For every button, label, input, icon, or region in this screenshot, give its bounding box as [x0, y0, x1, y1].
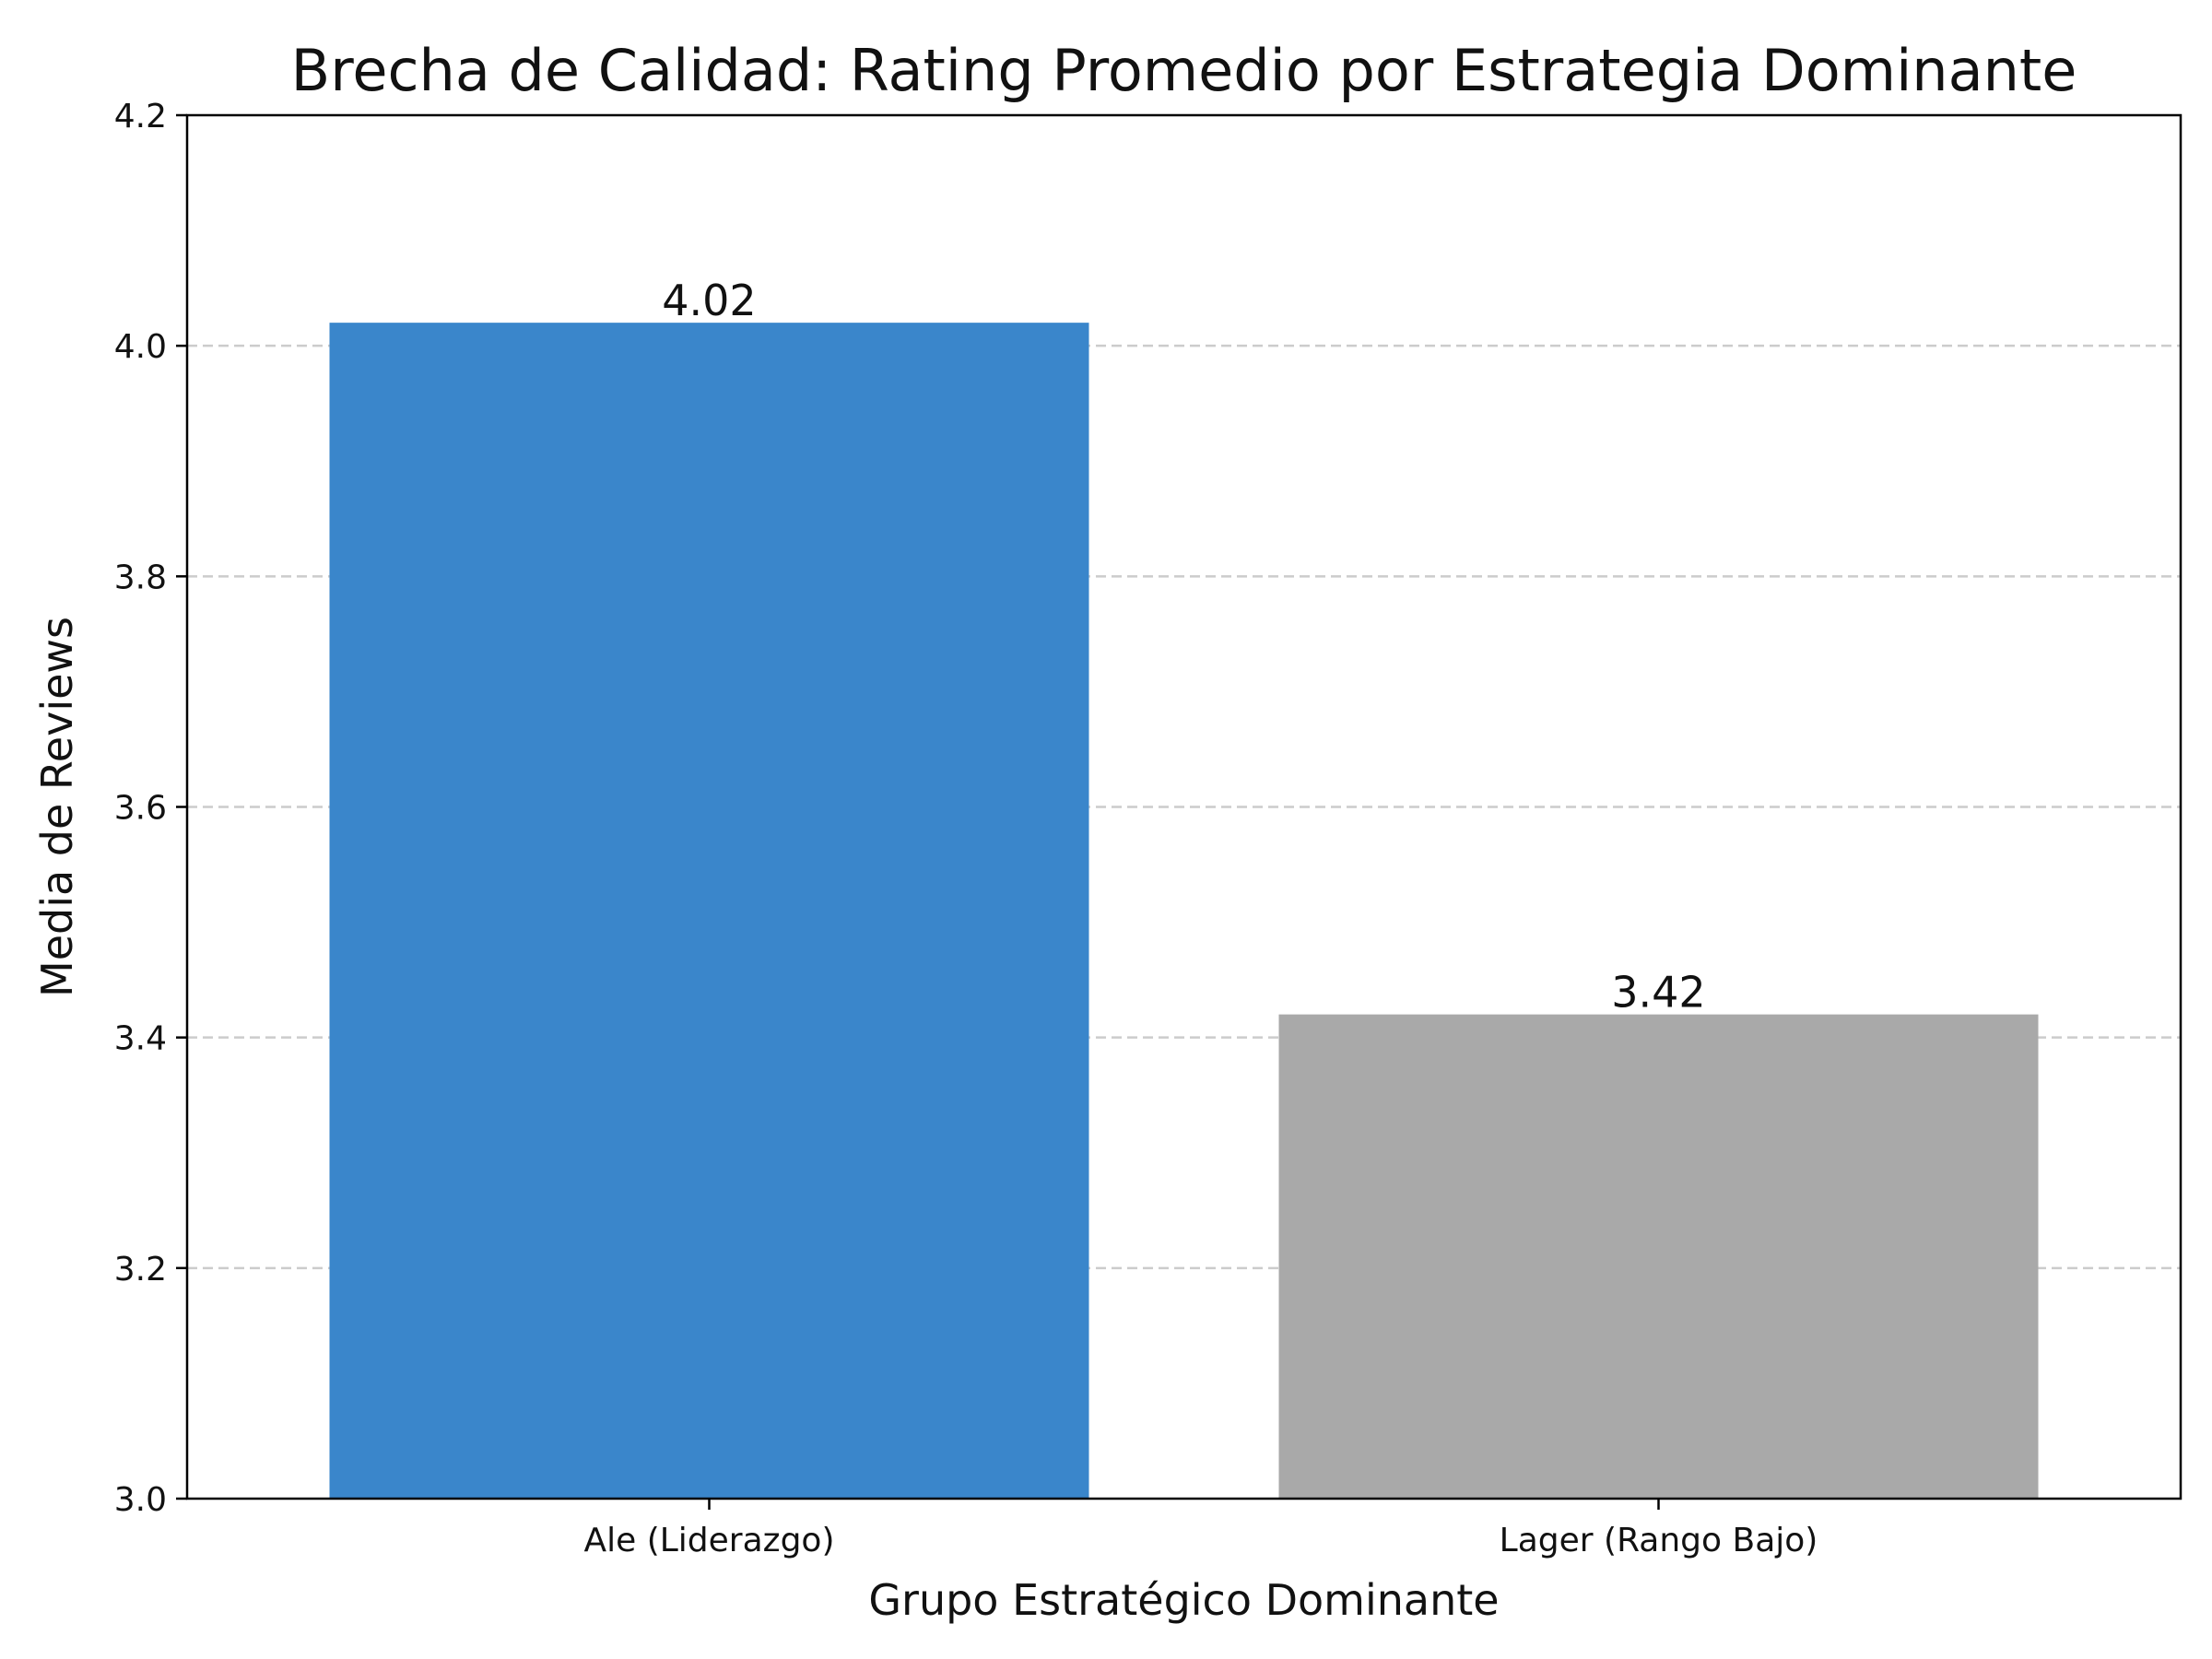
x-tick-label: Ale (Liderazgo) — [583, 1522, 834, 1559]
x-axis-label: Grupo Estratégico Dominante — [868, 1575, 1499, 1625]
y-tick-label: 3.6 — [114, 790, 167, 828]
bar — [1278, 1014, 2039, 1499]
y-tick-label: 3.0 — [114, 1481, 167, 1519]
bars — [329, 323, 2039, 1499]
y-tick-label: 4.2 — [114, 98, 167, 135]
data-labels: 4.02 3.42 — [662, 276, 1705, 1018]
y-tick-label: 3.4 — [114, 1020, 167, 1058]
x-tick-label: Lager (Rango Bajo) — [1500, 1522, 1818, 1559]
bar — [329, 323, 1089, 1499]
chart-title: Brecha de Calidad: Rating Promedio por E… — [291, 37, 2077, 104]
ticks: 3.0 3.2 3.4 3.6 3.8 4.0 4.2 Ale (Liderazgo) Lage… — [114, 98, 1818, 1559]
bar-value-label: 4.02 — [662, 276, 756, 325]
bar-value-label: 3.42 — [1611, 968, 1705, 1018]
y-axis-label: Media de Reviews — [32, 617, 82, 997]
y-tick-label: 3.2 — [114, 1251, 167, 1288]
y-tick-label: 4.0 — [114, 328, 167, 366]
y-tick-label: 3.8 — [114, 559, 167, 596]
